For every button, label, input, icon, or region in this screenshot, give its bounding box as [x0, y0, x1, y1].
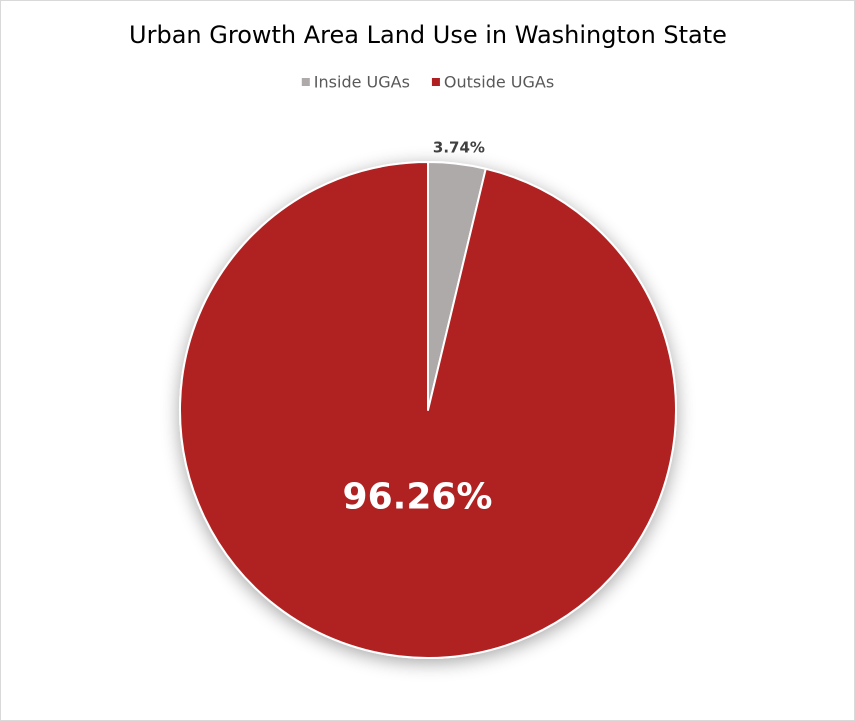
- pie: [179, 161, 677, 659]
- data-label: 96.26%: [343, 477, 493, 518]
- legend-swatch: [431, 78, 440, 86]
- legend-label: Outside UGAs: [444, 73, 554, 92]
- data-labels: 3.74% 96.26%: [343, 138, 493, 517]
- legend: Inside UGAs Outside UGAs: [301, 73, 554, 92]
- chart-title: Urban Growth Area Land Use in Washington…: [129, 21, 727, 49]
- legend-swatch: [301, 78, 310, 86]
- pie-slice: [179, 161, 677, 659]
- legend-label: Inside UGAs: [314, 73, 410, 92]
- data-label: 3.74%: [433, 138, 485, 156]
